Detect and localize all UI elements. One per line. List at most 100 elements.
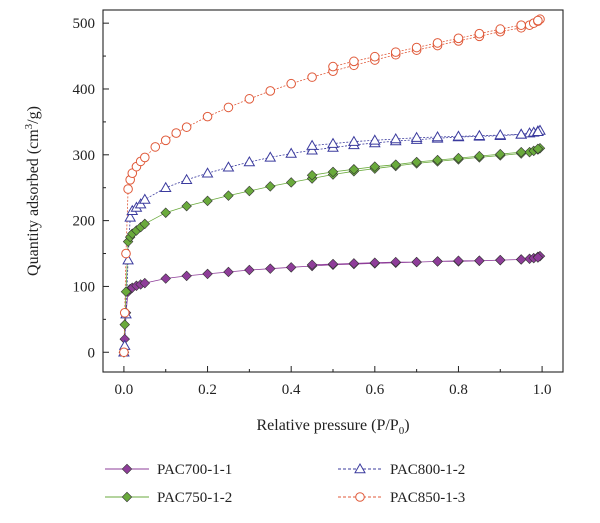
data-point-pac850-1-3 — [411, 42, 422, 53]
legend: PAC700-1-1 PAC800-1-2 PAC750-1-2 PAC850-1-3 — [105, 462, 465, 506]
data-point-pac750-1-2 — [432, 154, 443, 166]
y-tick-label: 300 — [73, 148, 96, 164]
y-tick-label: 500 — [73, 16, 96, 32]
data-point-pac850-1-3 — [390, 47, 401, 57]
y-tick-label: 400 — [73, 82, 96, 98]
series-markers — [118, 14, 546, 358]
data-point-pac850-1-3 — [123, 184, 133, 194]
data-point-pac750-1-2 — [265, 181, 276, 192]
data-point-pac750-1-2 — [453, 152, 464, 164]
data-point-pac850-1-3 — [150, 142, 161, 152]
data-point-pac750-1-2 — [369, 161, 381, 172]
data-point-pac800-1-2 — [473, 129, 486, 140]
data-point-pac750-1-2 — [327, 166, 339, 178]
data-point-pac800-1-2 — [327, 137, 339, 148]
x-tick-label: 1.0 — [533, 382, 552, 398]
data-point-pac850-1-3 — [121, 248, 131, 259]
legend-marker — [121, 463, 133, 475]
legend-item-pac700-1-1: PAC700-1-1 — [105, 462, 232, 478]
data-point-pac850-1-3 — [533, 15, 543, 26]
data-point-pac850-1-3 — [328, 61, 338, 72]
data-point-pac700-1-1 — [432, 256, 443, 267]
data-point-pac700-1-1 — [160, 273, 171, 284]
legend-item-pac800-1-2: PAC800-1-2 — [338, 462, 465, 478]
series-line-pac850-1-3 — [123, 18, 541, 353]
data-point-pac750-1-2 — [285, 177, 297, 188]
data-point-pac700-1-1 — [139, 277, 151, 289]
data-point-pac800-1-2 — [494, 129, 507, 140]
data-point-pac850-1-3 — [181, 122, 192, 132]
legend-marker — [121, 491, 133, 503]
data-point-pac850-1-3 — [370, 51, 380, 62]
data-point-pac750-1-2 — [306, 169, 318, 181]
data-point-pac800-1-2 — [452, 130, 465, 141]
data-point-pac750-1-2 — [495, 148, 506, 160]
data-point-pac850-1-3 — [432, 38, 443, 48]
data-point-pac700-1-1 — [327, 258, 339, 270]
data-point-pac800-1-2 — [410, 131, 423, 142]
data-point-pac800-1-2 — [138, 193, 151, 204]
data-point-pac800-1-2 — [124, 211, 137, 222]
data-point-pac750-1-2 — [223, 190, 234, 201]
data-point-pac700-1-1 — [306, 259, 318, 270]
data-point-pac750-1-2 — [119, 319, 130, 330]
data-point-pac700-1-1 — [453, 255, 464, 266]
data-point-pac850-1-3 — [495, 24, 506, 34]
data-point-pac800-1-2 — [201, 167, 214, 178]
data-point-pac800-1-2 — [222, 161, 235, 172]
data-point-pac800-1-2 — [532, 125, 544, 137]
data-point-pac800-1-2 — [180, 173, 193, 185]
data-point-pac850-1-3 — [223, 102, 234, 113]
data-point-pac700-1-1 — [390, 256, 401, 268]
data-point-pac800-1-2 — [389, 132, 402, 144]
data-point-pac700-1-1 — [474, 255, 485, 266]
series-line-pac700-1-1 — [123, 255, 541, 353]
x-tick-label: 0.6 — [365, 382, 384, 398]
legend-label: PAC800-1-2 — [390, 462, 465, 478]
data-point-pac800-1-2 — [285, 147, 298, 158]
data-point-pac850-1-3 — [171, 128, 181, 138]
data-point-pac700-1-1 — [285, 262, 297, 273]
y-tick-label: 200 — [73, 214, 96, 230]
data-point-pac800-1-2 — [431, 131, 444, 142]
data-point-pac700-1-1 — [181, 270, 192, 282]
data-point-pac850-1-3 — [160, 135, 171, 146]
data-point-pac750-1-2 — [160, 207, 171, 218]
data-point-pac800-1-2 — [243, 156, 256, 167]
data-point-pac850-1-3 — [349, 56, 359, 67]
data-point-pac850-1-3 — [265, 86, 276, 96]
data-point-pac700-1-1 — [244, 264, 255, 276]
data-point-pac800-1-2 — [122, 254, 134, 265]
data-point-pac850-1-3 — [140, 152, 150, 163]
legend-marker — [354, 462, 366, 474]
series-line-pac800-1-2 — [123, 130, 541, 353]
y-axis-title: Quantity adsorbed (cm3/g) — [23, 106, 42, 276]
legend-label: PAC700-1-1 — [157, 462, 232, 478]
data-point-pac750-1-2 — [139, 218, 151, 230]
data-point-pac750-1-2 — [390, 159, 401, 170]
data-point-pac800-1-2 — [368, 134, 381, 145]
data-point-pac700-1-1 — [369, 257, 381, 268]
data-point-pac700-1-1 — [532, 252, 544, 263]
data-point-pac750-1-2 — [348, 164, 360, 175]
y-tick-label: 100 — [73, 279, 96, 295]
data-point-pac800-1-2 — [159, 181, 172, 192]
data-point-pac700-1-1 — [411, 256, 422, 268]
data-point-pac750-1-2 — [411, 156, 422, 168]
data-point-pac750-1-2 — [202, 195, 213, 207]
data-point-pac850-1-3 — [286, 78, 296, 89]
data-point-pac700-1-1 — [515, 254, 527, 265]
data-point-pac850-1-3 — [202, 111, 213, 122]
data-point-pac800-1-2 — [306, 139, 318, 150]
legend-label: PAC750-1-2 — [157, 490, 232, 506]
data-point-pac700-1-1 — [495, 254, 506, 266]
data-point-pac850-1-3 — [307, 72, 317, 82]
data-point-pac750-1-2 — [474, 150, 485, 162]
data-point-pac750-1-2 — [244, 185, 255, 197]
x-axis: 0.0 0.2 0.4 0.6 0.8 1.0 — [115, 366, 552, 398]
x-tick-label: 0.0 — [115, 382, 134, 398]
data-point-pac700-1-1 — [202, 268, 213, 280]
data-point-pac750-1-2 — [532, 143, 544, 155]
data-point-pac850-1-3 — [516, 20, 526, 30]
